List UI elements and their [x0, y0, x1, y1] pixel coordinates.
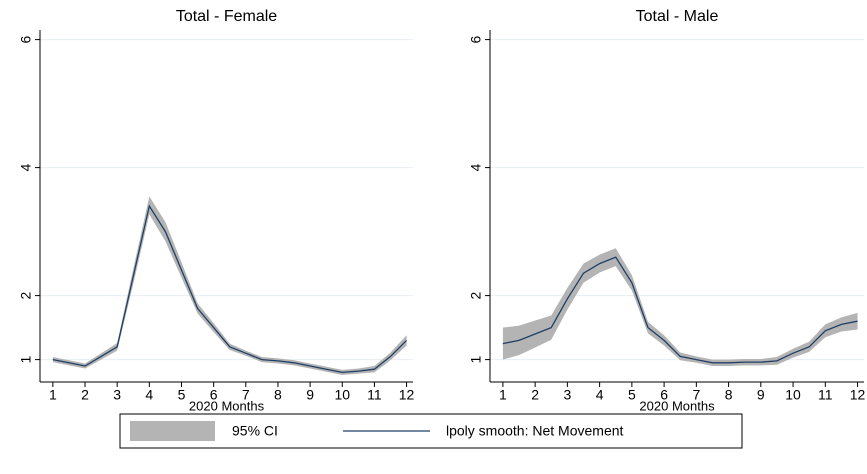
- y-tick-label: 4: [18, 163, 34, 171]
- x-tick-label: 4: [145, 387, 153, 403]
- x-tick-label: 12: [850, 387, 866, 403]
- x-tick-label: 1: [499, 387, 507, 403]
- x-tick-label: 2: [531, 387, 539, 403]
- y-tick-label: 6: [468, 35, 484, 43]
- x-tick-label: 11: [818, 387, 833, 403]
- x-tick-label: 10: [785, 387, 801, 403]
- x-tick-label: 1: [49, 387, 57, 403]
- x-axis-label: 2020 Months: [639, 398, 715, 413]
- y-tick-label: 2: [468, 291, 484, 299]
- x-tick-label: 7: [692, 387, 700, 403]
- legend-label: 95% CI: [232, 423, 278, 439]
- smooth-line: [502, 256, 858, 364]
- x-tick-label: 6: [660, 387, 668, 403]
- smooth-line: [52, 204, 408, 374]
- x-tick-label: 8: [274, 387, 282, 403]
- y-tick-label: 1: [18, 355, 34, 363]
- x-tick-label: 12: [399, 387, 415, 403]
- x-tick-label: 9: [306, 387, 314, 403]
- x-tick-label: 6: [210, 387, 218, 403]
- legend-label: lpoly smooth: Net Movement: [446, 423, 624, 439]
- y-tick-label: 4: [468, 163, 484, 171]
- ci-band: [502, 248, 858, 366]
- x-tick-label: 5: [178, 387, 186, 403]
- x-axis-label: 2020 Months: [189, 398, 265, 413]
- panel-title: Total - Female: [176, 8, 277, 25]
- x-tick-label: 11: [367, 387, 382, 403]
- panel-title: Total - Male: [636, 8, 719, 25]
- legend-swatch-band: [130, 421, 215, 441]
- y-tick-label: 6: [18, 35, 34, 43]
- x-tick-label: 2: [81, 387, 89, 403]
- legend-box: [119, 413, 743, 449]
- x-tick-label: 3: [113, 387, 121, 403]
- ci-band: [52, 196, 407, 375]
- x-tick-label: 5: [628, 387, 636, 403]
- y-tick-label: 2: [18, 291, 34, 299]
- x-tick-label: 10: [334, 387, 350, 403]
- x-tick-label: 4: [596, 387, 604, 403]
- x-tick-label: 8: [725, 387, 733, 403]
- y-tick-label: 1: [468, 355, 484, 363]
- x-tick-label: 7: [242, 387, 250, 403]
- x-tick-label: 3: [563, 387, 571, 403]
- x-tick-label: 9: [757, 387, 765, 403]
